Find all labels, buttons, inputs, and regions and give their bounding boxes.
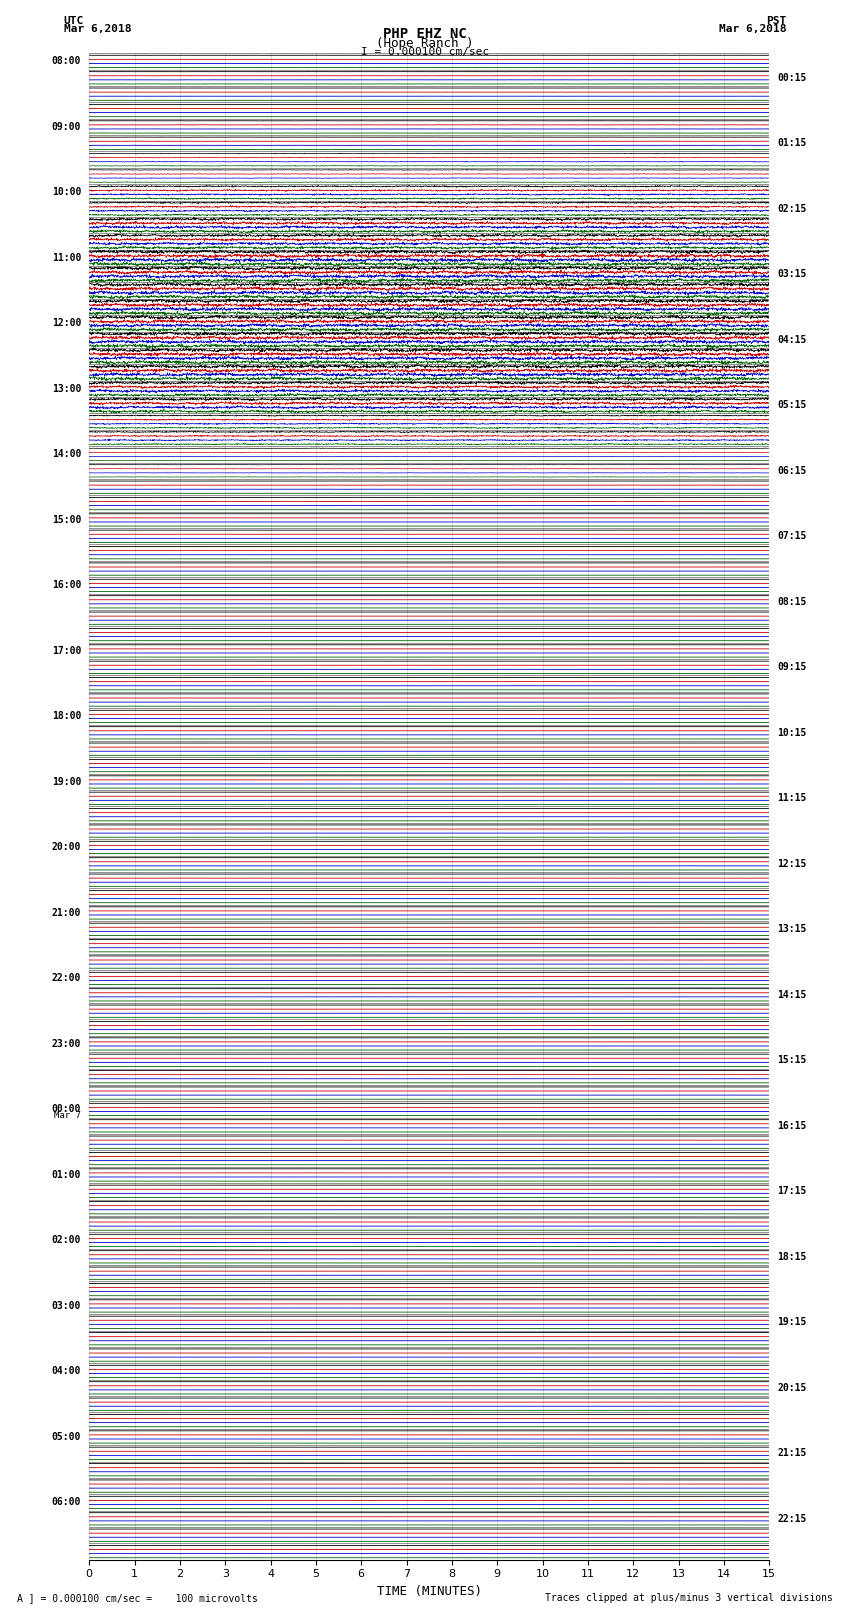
Text: 16:15: 16:15 (778, 1121, 807, 1131)
Text: PHP EHZ NC: PHP EHZ NC (383, 26, 467, 40)
Text: 06:00: 06:00 (52, 1497, 81, 1508)
Text: 13:15: 13:15 (778, 924, 807, 934)
Text: A ] = 0.000100 cm/sec =    100 microvolts: A ] = 0.000100 cm/sec = 100 microvolts (17, 1594, 258, 1603)
Text: 12:15: 12:15 (778, 858, 807, 869)
Text: 05:15: 05:15 (778, 400, 807, 410)
Text: 14:00: 14:00 (52, 450, 81, 460)
Text: 01:00: 01:00 (52, 1169, 81, 1181)
Text: 21:15: 21:15 (778, 1448, 807, 1458)
Text: 11:00: 11:00 (52, 253, 81, 263)
Text: 21:00: 21:00 (52, 908, 81, 918)
Text: Mar 6,2018: Mar 6,2018 (719, 24, 786, 34)
Text: I = 0.000100 cm/sec: I = 0.000100 cm/sec (361, 47, 489, 56)
Text: 07:15: 07:15 (778, 531, 807, 542)
Text: 22:00: 22:00 (52, 973, 81, 984)
Text: 15:15: 15:15 (778, 1055, 807, 1065)
Text: 03:15: 03:15 (778, 269, 807, 279)
Text: 02:00: 02:00 (52, 1236, 81, 1245)
Text: 06:15: 06:15 (778, 466, 807, 476)
Text: (Hope Ranch ): (Hope Ranch ) (377, 37, 473, 50)
Text: 18:15: 18:15 (778, 1252, 807, 1261)
Text: 20:15: 20:15 (778, 1382, 807, 1394)
Text: 09:00: 09:00 (52, 123, 81, 132)
Text: 03:00: 03:00 (52, 1302, 81, 1311)
Text: UTC: UTC (64, 16, 84, 26)
Text: 23:00: 23:00 (52, 1039, 81, 1048)
Text: Traces clipped at plus/minus 3 vertical divisions: Traces clipped at plus/minus 3 vertical … (545, 1594, 833, 1603)
Text: 11:15: 11:15 (778, 794, 807, 803)
Text: 08:15: 08:15 (778, 597, 807, 606)
Text: 04:15: 04:15 (778, 336, 807, 345)
Text: 02:15: 02:15 (778, 203, 807, 215)
Text: 12:00: 12:00 (52, 318, 81, 329)
Text: 15:00: 15:00 (52, 515, 81, 524)
Text: PST: PST (766, 16, 786, 26)
Text: 19:00: 19:00 (52, 777, 81, 787)
Text: 09:15: 09:15 (778, 663, 807, 673)
Text: 08:00: 08:00 (52, 56, 81, 66)
Text: 17:00: 17:00 (52, 645, 81, 656)
Text: 20:00: 20:00 (52, 842, 81, 852)
Text: 01:15: 01:15 (778, 139, 807, 148)
Text: 17:15: 17:15 (778, 1186, 807, 1197)
Text: Mar 6,2018: Mar 6,2018 (64, 24, 131, 34)
Text: 00:15: 00:15 (778, 73, 807, 82)
X-axis label: TIME (MINUTES): TIME (MINUTES) (377, 1586, 482, 1598)
Text: 10:00: 10:00 (52, 187, 81, 197)
Text: 18:00: 18:00 (52, 711, 81, 721)
Text: 14:15: 14:15 (778, 990, 807, 1000)
Text: 00:00: 00:00 (52, 1105, 81, 1115)
Text: 04:00: 04:00 (52, 1366, 81, 1376)
Text: 16:00: 16:00 (52, 581, 81, 590)
Text: 10:15: 10:15 (778, 727, 807, 737)
Text: 05:00: 05:00 (52, 1432, 81, 1442)
Text: 19:15: 19:15 (778, 1318, 807, 1327)
Text: 13:00: 13:00 (52, 384, 81, 394)
Text: Mar 7: Mar 7 (54, 1111, 81, 1119)
Text: 22:15: 22:15 (778, 1515, 807, 1524)
